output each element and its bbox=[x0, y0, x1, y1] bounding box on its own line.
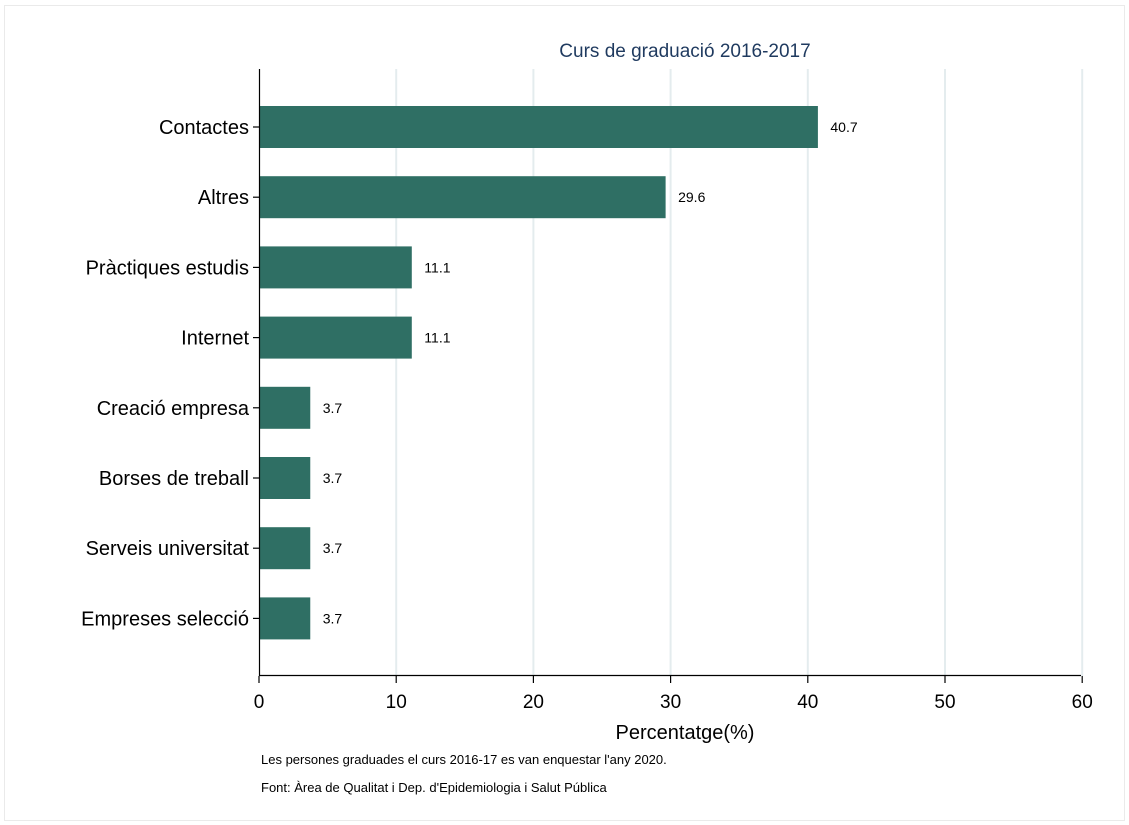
category-label: Borses de treball bbox=[99, 468, 249, 490]
bar bbox=[259, 457, 311, 499]
footnote-survey: Les persones graduades el curs 2016-17 e… bbox=[261, 752, 667, 767]
x-tick-label: 30 bbox=[660, 692, 681, 713]
gridlines bbox=[395, 69, 1084, 676]
data-label: 40.7 bbox=[830, 119, 857, 135]
chart-frame bbox=[4, 5, 1125, 821]
x-ticks: 0 10 20 30 40 50 60 bbox=[254, 676, 1093, 713]
x-tick-label: 50 bbox=[934, 692, 955, 713]
bar bbox=[259, 176, 666, 219]
data-label: 3.7 bbox=[323, 400, 343, 416]
axes bbox=[258, 69, 1081, 677]
category-label: Pràctiques estudis bbox=[86, 257, 249, 279]
category-label: Contactes bbox=[159, 117, 249, 139]
bar bbox=[259, 246, 412, 289]
category-label: Internet bbox=[181, 328, 249, 350]
bar bbox=[259, 597, 311, 640]
bars: Contactes 40.7 Altres 29.6 Pràctiques estudi… bbox=[81, 106, 858, 640]
category-label: Altres bbox=[198, 187, 249, 209]
data-label: 3.7 bbox=[323, 470, 343, 486]
data-label: 3.7 bbox=[323, 540, 343, 556]
data-label: 29.6 bbox=[678, 189, 705, 205]
x-tick-label: 60 bbox=[1072, 692, 1093, 713]
x-tick-label: 20 bbox=[523, 692, 544, 713]
category-label: Serveis universitat bbox=[86, 538, 250, 560]
data-label: 11.1 bbox=[424, 330, 450, 346]
chart-title: Curs de graduació 2016-2017 bbox=[559, 41, 810, 62]
category-label: Creació empresa bbox=[97, 398, 250, 420]
footnote-source: Font: Àrea de Qualitat i Dep. d'Epidemio… bbox=[261, 780, 607, 795]
bar bbox=[259, 316, 412, 359]
category-label: Empreses selecció bbox=[81, 608, 249, 630]
data-label: 11.1 bbox=[424, 259, 450, 275]
x-tick-label: 10 bbox=[386, 692, 407, 713]
bar bbox=[259, 386, 311, 429]
bar bbox=[259, 527, 311, 570]
x-tick-label: 0 bbox=[254, 692, 265, 713]
bar bbox=[259, 106, 818, 148]
data-label: 3.7 bbox=[323, 610, 343, 626]
x-tick-label: 40 bbox=[797, 692, 818, 713]
x-axis-label: Percentatge(%) bbox=[616, 722, 755, 744]
